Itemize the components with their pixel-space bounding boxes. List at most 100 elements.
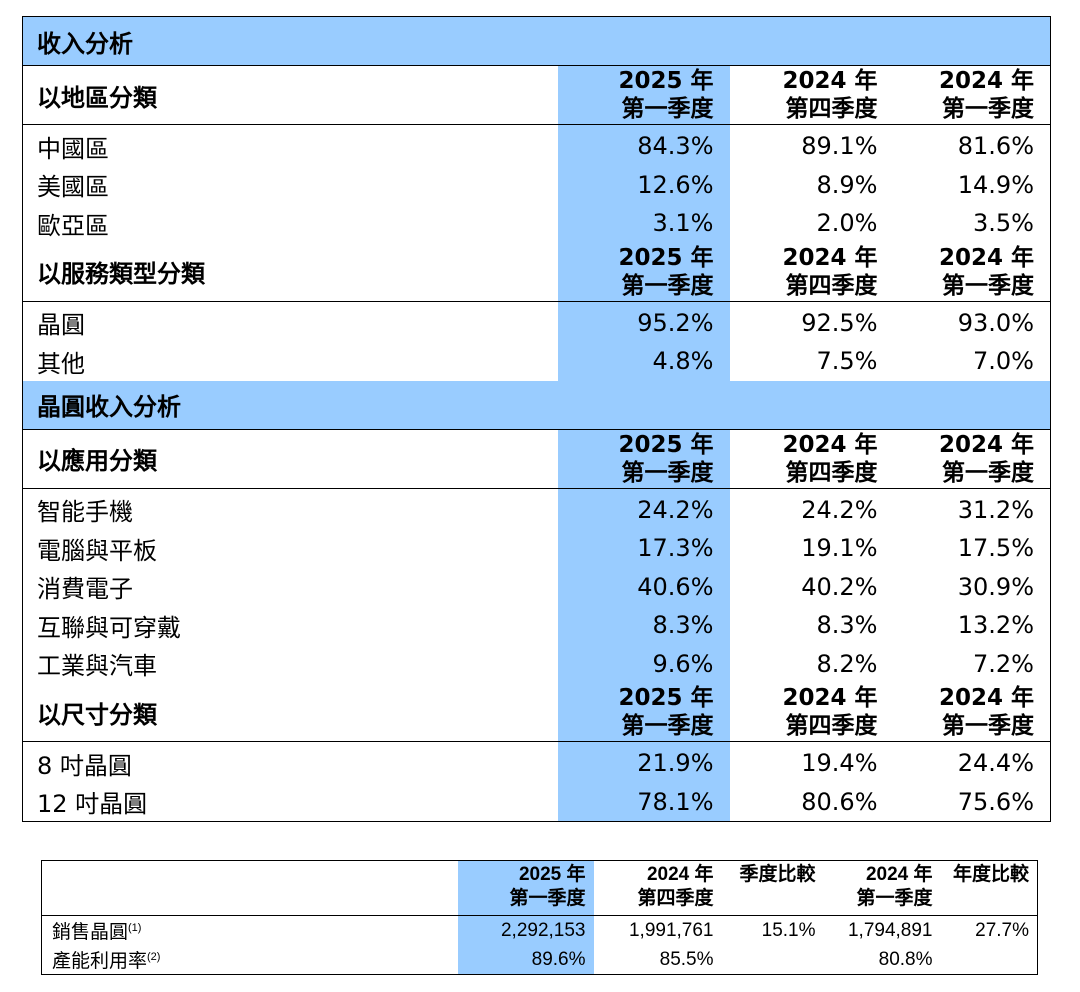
period-year: 2024 年: [782, 68, 878, 94]
section-title: 晶圓收入分析: [22, 380, 1051, 430]
header-line1: 季度比較: [739, 864, 816, 885]
period-quarter: 第一季度: [942, 459, 1034, 486]
table-row: 美國區 12.6% 8.9% 14.9%: [23, 165, 1051, 204]
cell-value: 3.1%: [557, 204, 730, 243]
row-label: 歐亞區: [37, 211, 109, 240]
period-header: 2024 年第一季度: [893, 429, 1051, 489]
period-header: 2024 年第一季度: [893, 683, 1051, 742]
group-label: 以服務類型分類: [22, 242, 558, 302]
group-header-row: 以服務類型分類 2025 年第一季度 2024 年第四季度 2024 年第一季度: [22, 242, 1051, 302]
summary-column-header: 2024 年第四季度: [593, 860, 722, 916]
row-label: 中國區: [37, 134, 109, 163]
header-line2: 第一季度: [509, 888, 586, 909]
cell-value: 2.0%: [816, 209, 878, 238]
cell-value: 30.9%: [957, 572, 1034, 601]
cell-value: 24.2%: [801, 495, 878, 524]
summary-cell-value: 80.8%: [878, 948, 933, 970]
summary-column-header: 年度比較: [940, 860, 1038, 916]
cell-value: 19.4%: [801, 749, 878, 778]
period-quarter: 第四季度: [785, 272, 878, 299]
header-line1: 2024 年: [646, 864, 714, 885]
summary-cell-value: [722, 945, 824, 975]
period-quarter: 第一季度: [621, 713, 714, 739]
label-text: 銷售晶圓: [52, 922, 129, 943]
summary-cell-value: [941, 945, 1038, 975]
period-quarter: 第一季度: [621, 459, 714, 486]
cell-value: 4.8%: [557, 342, 730, 381]
cell-value: 7.0%: [973, 347, 1034, 376]
period-year: 2024 年: [782, 431, 878, 458]
summary-cell-value: 15.1%: [761, 919, 816, 941]
cell-value: 40.2%: [801, 572, 878, 601]
revenue-analysis-table: 收入分析 以地區分類 2025 年第一季度 2024 年第四季度 2024 年第一季度中…: [22, 16, 1051, 822]
header-line1: 年度比較: [952, 864, 1029, 885]
row-label: 12 吋晶圓: [37, 790, 148, 819]
section-header-row: 收入分析: [22, 16, 1051, 66]
period-year: 2024 年: [938, 244, 1034, 271]
cell-value: 80.6%: [801, 787, 878, 816]
table-row: 歐亞區 3.1% 2.0% 3.5%: [23, 204, 1051, 243]
period-quarter: 第一季度: [942, 272, 1034, 299]
row-label: 工業與汽車: [37, 652, 157, 681]
cell-value: 9.6%: [557, 644, 730, 683]
summary-column-header: 季度比較: [721, 860, 824, 916]
group-header-row: 以地區分類 2025 年第一季度 2024 年第四季度 2024 年第一季度: [22, 65, 1051, 125]
summary-row-label: 銷售晶圓(1): [42, 916, 458, 946]
row-label: 晶圓: [37, 311, 85, 340]
table-row: 工業與汽車 9.6% 8.2% 7.2%: [23, 644, 1051, 683]
row-label: 8 吋晶圓: [37, 751, 132, 780]
period-year: 2025 年: [618, 244, 714, 271]
cell-value: 14.9%: [957, 170, 1034, 199]
period-header: 2024 年第四季度: [729, 242, 894, 302]
summary-cell-value: 1,991,761: [628, 919, 714, 941]
group-label: 以地區分類: [22, 65, 558, 125]
period-year: 2024 年: [938, 685, 1034, 711]
cell-value: 19.1%: [801, 534, 878, 563]
period-year: 2024 年: [782, 685, 878, 711]
group-header-row: 以應用分類 2025 年第一季度 2024 年第四季度 2024 年第一季度: [22, 429, 1051, 489]
period-year: 2024 年: [938, 68, 1034, 94]
period-year: 2024 年: [782, 244, 878, 271]
footnote-marker: (2): [147, 951, 161, 963]
header-line1: 2025 年: [518, 864, 586, 885]
section-title: 收入分析: [22, 16, 1051, 66]
period-year: 2025 年: [618, 431, 714, 458]
summary-cell-value: 27.7%: [975, 919, 1029, 941]
table-row: 消費電子 40.6% 40.2% 30.9%: [23, 567, 1051, 606]
cell-value: 24.4%: [957, 749, 1034, 778]
cell-value: 3.5%: [973, 209, 1034, 238]
cell-value: 24.2%: [557, 488, 730, 529]
summary-cell-value: 85.5%: [659, 948, 714, 970]
cell-value: 95.2%: [557, 301, 730, 342]
row-label: 其他: [37, 349, 85, 378]
period-header: 2024 年第四季度: [729, 429, 894, 489]
table-row: 電腦與平板 17.3% 19.1% 17.5%: [23, 529, 1051, 568]
summary-cell-value: 89.6%: [457, 945, 594, 975]
group-label: 以尺寸分類: [22, 683, 558, 742]
cell-value: 89.1%: [801, 132, 878, 161]
table-row: 其他 4.8% 7.5% 7.0%: [23, 342, 1051, 381]
cell-value: 81.6%: [957, 132, 1034, 161]
cell-value: 13.2%: [957, 611, 1034, 640]
table-row: 晶圓 95.2% 92.5% 93.0%: [23, 301, 1051, 342]
label-text: 產能利用率: [52, 951, 148, 972]
row-label: 消費電子: [37, 575, 133, 604]
summary-cell-value: 1,794,891: [847, 919, 933, 941]
period-header: 2025 年第一季度: [557, 429, 730, 489]
cell-value: 75.6%: [957, 787, 1034, 816]
period-year: 2025 年: [618, 685, 714, 711]
period-header: 2024 年第四季度: [729, 683, 894, 742]
period-year: 2024 年: [938, 431, 1034, 458]
cell-value: 8.3%: [816, 611, 878, 640]
cell-value: 84.3%: [557, 124, 730, 166]
cell-value: 8.9%: [816, 170, 878, 199]
cell-value: 93.0%: [957, 308, 1034, 337]
cell-value: 7.5%: [816, 347, 878, 376]
cell-value: 17.5%: [957, 534, 1034, 563]
cell-value: 92.5%: [801, 308, 878, 337]
period-header: 2024 年第一季度: [893, 65, 1051, 125]
period-quarter: 第一季度: [942, 713, 1034, 739]
summary-header-row: 2025 年第一季度 2024 年第四季度 季度比較 2024 年第一季度 年度比較: [41, 860, 1038, 916]
cell-value: 8.3%: [557, 606, 730, 645]
row-label: 美國區: [37, 173, 109, 202]
